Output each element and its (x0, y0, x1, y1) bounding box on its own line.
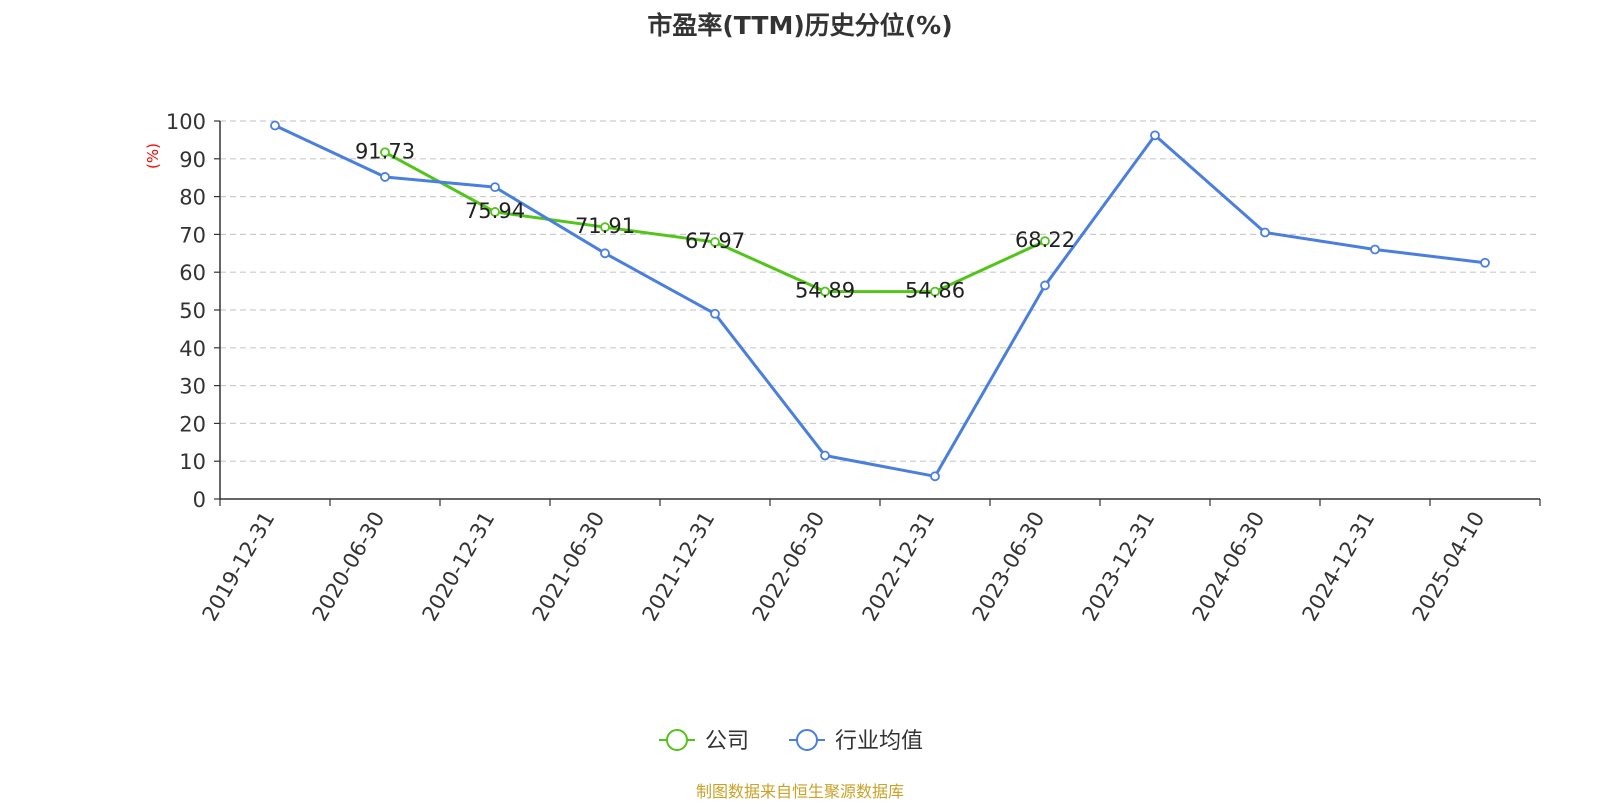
x-tick-label: 2021-06-30 (528, 508, 610, 626)
x-tick-label: 2020-12-31 (418, 508, 500, 626)
data-point (820, 450, 830, 461)
data-label: 71.91 (575, 214, 635, 238)
x-tick-label: 2024-06-30 (1188, 508, 1270, 626)
data-label: 91.73 (355, 139, 415, 163)
grid-lines (220, 120, 1540, 462)
data-point (710, 308, 720, 319)
x-tick-label: 2021-12-31 (638, 508, 720, 626)
data-point (380, 147, 390, 158)
y-tick-label: 100 (166, 110, 206, 134)
y-tick-label: 50 (179, 299, 206, 323)
y-tick-label: 60 (179, 261, 206, 285)
data-point (1480, 257, 1490, 268)
data-label: 75.94 (465, 199, 525, 223)
legend-marker (666, 729, 688, 751)
x-tick-label: 2024-12-31 (1298, 508, 1380, 626)
data-point (1260, 227, 1270, 238)
data-point (1040, 280, 1050, 291)
x-tick-label: 2022-12-31 (858, 508, 940, 626)
legend-marker (796, 729, 818, 751)
axes (214, 120, 1541, 506)
data-point (490, 207, 500, 217)
y-tick-label: 0 (193, 488, 206, 512)
series-line-1 (274, 124, 1486, 478)
data-labels: 91.73 75.94 71.91 67.97 54.89 54.86 68.22 (355, 139, 1075, 302)
legend-label: 公司 (705, 729, 749, 754)
data-point (710, 237, 720, 247)
data-point (1150, 130, 1160, 141)
legend: 公司 行业均值 (659, 729, 923, 754)
data-point (930, 471, 940, 482)
y-tick-labels: 0 10 20 30 40 50 60 70 80 90 100 (166, 110, 206, 512)
data-point (270, 120, 280, 131)
y-tick-label: 80 (179, 186, 206, 210)
data-point (930, 286, 940, 297)
series (270, 120, 1490, 482)
y-axis-label: (%) (144, 143, 162, 169)
data-point (600, 248, 610, 259)
x-tick-labels: 2019-12-31 2020-06-30 2020-12-31 2021-06-30… (198, 508, 1490, 626)
x-tick-label: 2023-06-30 (968, 508, 1050, 626)
data-label: 54.89 (795, 279, 855, 303)
data-label: 54.86 (905, 279, 965, 303)
data-point (600, 222, 610, 233)
legend-label: 行业均值 (835, 729, 923, 754)
data-point (490, 182, 500, 193)
data-point (1370, 244, 1380, 255)
x-tick-label: 2023-12-31 (1078, 508, 1160, 626)
source-note: 制图数据来自恒生聚源数据库 (695, 782, 904, 801)
x-tick-label: 2020-06-30 (308, 508, 390, 626)
y-tick-label: 90 (179, 148, 206, 172)
chart-title: 市盈率(TTM)历史分位(%) (647, 11, 953, 40)
y-tick-label: 10 (179, 450, 206, 474)
y-tick-label: 40 (179, 337, 206, 361)
data-label: 68.22 (1015, 228, 1075, 252)
data-point (380, 172, 390, 182)
data-point (1040, 236, 1050, 247)
y-tick-label: 70 (179, 223, 206, 247)
x-tick-label: 2025-04-10 (1408, 508, 1490, 626)
data-label: 67.97 (685, 229, 745, 253)
data-point (820, 286, 830, 297)
y-tick-label: 20 (179, 412, 206, 436)
x-tick-label: 2019-12-31 (198, 508, 280, 626)
x-tick-label: 2022-06-30 (748, 508, 830, 626)
y-tick-label: 30 (179, 375, 206, 399)
